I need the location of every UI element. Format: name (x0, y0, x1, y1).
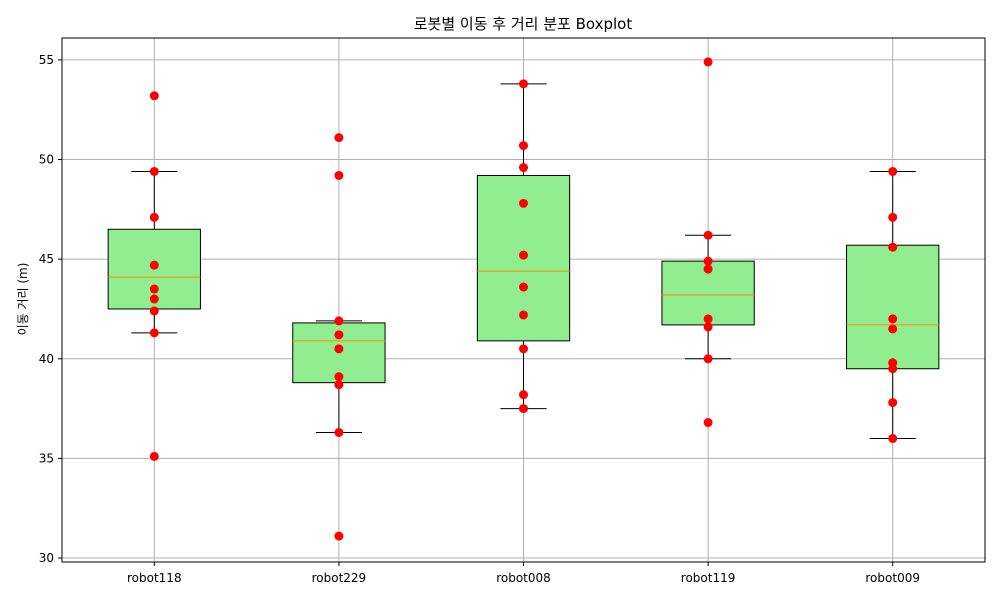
y-tick-label: 30 (39, 551, 54, 565)
data-point (703, 354, 713, 364)
data-point (519, 390, 528, 400)
data-point (519, 198, 528, 208)
data-point (334, 344, 344, 354)
data-point (149, 328, 159, 338)
data-point (149, 91, 159, 101)
x-tick-label: robot008 (496, 571, 551, 585)
x-tick-label: robot009 (865, 571, 920, 585)
data-point (888, 242, 898, 252)
data-point (519, 404, 528, 414)
data-point (703, 230, 713, 240)
box-robot008 (476, 83, 571, 410)
x-tick-label: robot119 (681, 571, 736, 585)
data-point (519, 79, 528, 89)
data-point (149, 284, 159, 294)
data-point (519, 310, 528, 320)
data-point (888, 364, 898, 374)
data-point (334, 380, 344, 390)
ticks: 30 35 40 45 50 55 robot118 robot229 robot008 robo… (39, 53, 920, 585)
data-point (888, 433, 898, 443)
data-point (519, 282, 528, 292)
box-robot009 (846, 170, 940, 439)
box-robot119 (661, 234, 755, 360)
data-point (149, 212, 159, 222)
box-iqr (846, 244, 940, 370)
data-point (334, 531, 344, 541)
data-point (149, 451, 159, 461)
data-point (888, 212, 898, 222)
data-point (888, 166, 898, 176)
data-point (703, 314, 713, 324)
data-point (888, 324, 898, 334)
data-point (334, 170, 344, 180)
data-point (703, 418, 713, 428)
data-point (703, 264, 713, 274)
data-point (703, 322, 713, 332)
x-tick-label: robot118 (127, 571, 182, 585)
data-point (149, 294, 159, 304)
data-point (703, 256, 713, 266)
data-point (334, 330, 344, 340)
y-tick-label: 40 (39, 352, 54, 366)
y-tick-label: 50 (39, 153, 54, 167)
data-point (519, 141, 528, 151)
data-point (888, 398, 898, 408)
data-point (149, 306, 159, 316)
y-tick-label: 55 (39, 53, 54, 67)
data-point (703, 57, 713, 67)
data-point (334, 372, 344, 382)
data-point (149, 166, 159, 176)
data-point (888, 314, 898, 324)
data-point (334, 316, 344, 326)
y-tick-label: 35 (39, 451, 54, 465)
data-point (149, 260, 159, 270)
boxes (107, 83, 940, 439)
data-point (334, 133, 344, 143)
data-point (334, 427, 344, 437)
data-point (519, 163, 528, 173)
x-tick-label: robot229 (312, 571, 367, 585)
y-axis-label: 이동 거리 (m) (16, 263, 30, 336)
data-points (149, 57, 898, 541)
chart-title: 로봇별 이동 후 거리 분포 Boxplot (414, 15, 633, 33)
y-tick-label: 45 (39, 252, 54, 266)
data-point (519, 250, 528, 260)
data-point (519, 344, 528, 354)
